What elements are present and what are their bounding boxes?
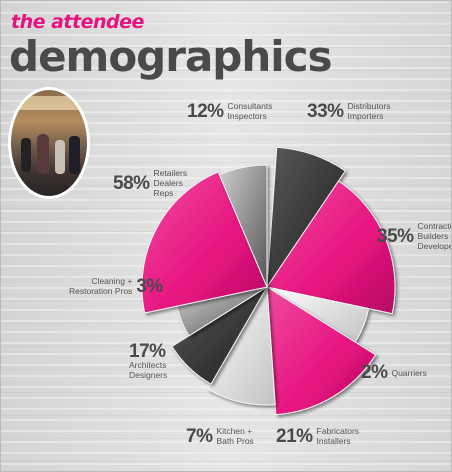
slice-category-line: Fabricators bbox=[316, 426, 360, 436]
slice-category-line: Bath Pros bbox=[216, 436, 254, 446]
pie-slice bbox=[266, 286, 377, 416]
page-title: demographics bbox=[9, 32, 333, 81]
slice-label: 35%ContractorsBuildersDevelopers bbox=[377, 221, 451, 251]
slice-percent: 58% bbox=[113, 172, 150, 194]
slice-category-line: Consultants bbox=[227, 101, 273, 111]
slice-category-line: Reps bbox=[153, 188, 174, 198]
slice-category-line: Architects bbox=[129, 360, 167, 370]
slice-category-line: Restoration Pros bbox=[69, 286, 133, 296]
slice-percent: 17% bbox=[129, 341, 166, 362]
slice-label: Cleaning + Restoration Pros 3% bbox=[69, 276, 163, 296]
slice-category-line: Dealers bbox=[153, 178, 183, 188]
slice-label: 17% Architects Designers bbox=[129, 341, 168, 380]
slice-label: 7% Kitchen + Bath Pros bbox=[186, 426, 254, 446]
pie-slice bbox=[141, 171, 268, 314]
slice-category-line: Kitchen + bbox=[216, 426, 253, 436]
slice-category-line: Contractors bbox=[417, 221, 451, 231]
slice-label: 21% Fabricators Installers bbox=[276, 426, 359, 446]
slice-percent: 12% bbox=[187, 100, 224, 122]
slice-percent: 33% bbox=[307, 100, 344, 122]
slice-category-line: Importers bbox=[347, 111, 384, 121]
slice-percent: 7% bbox=[186, 425, 213, 447]
subtitle: the attendee bbox=[11, 11, 144, 33]
slice-category-line: Builders bbox=[417, 231, 449, 241]
pie-slice bbox=[266, 146, 346, 289]
slice-label: 2% Quarriers bbox=[361, 362, 427, 383]
attendee-photo bbox=[8, 87, 90, 199]
slice-category-line: Inspectors bbox=[227, 111, 267, 121]
pie-slice bbox=[171, 286, 268, 385]
slice-label: 12% Consultants Inspectors bbox=[187, 101, 272, 121]
slice-category-line: Installers bbox=[316, 436, 351, 446]
slice-category-line: Distributors bbox=[347, 101, 391, 111]
slice-percent: 2% bbox=[361, 362, 388, 383]
slice-percent: 3% bbox=[136, 275, 163, 297]
slice-label: 33% Distributors Importers bbox=[307, 101, 391, 121]
slice-category-line: Cleaning + bbox=[91, 276, 133, 286]
slice-percent: 21% bbox=[276, 425, 313, 447]
slice-category-line: Developers bbox=[417, 241, 451, 251]
slice-category-line: Designers bbox=[129, 370, 168, 380]
pie-slice bbox=[218, 164, 268, 288]
slice-category-line: Retailers bbox=[153, 168, 188, 178]
slice-percent: 35% bbox=[377, 225, 414, 247]
pie-slice bbox=[266, 180, 396, 315]
slice-label: 58% Retailers Dealers Reps bbox=[113, 168, 187, 198]
slice-category-line: Quarriers bbox=[391, 367, 427, 378]
pie-slice bbox=[207, 285, 276, 406]
